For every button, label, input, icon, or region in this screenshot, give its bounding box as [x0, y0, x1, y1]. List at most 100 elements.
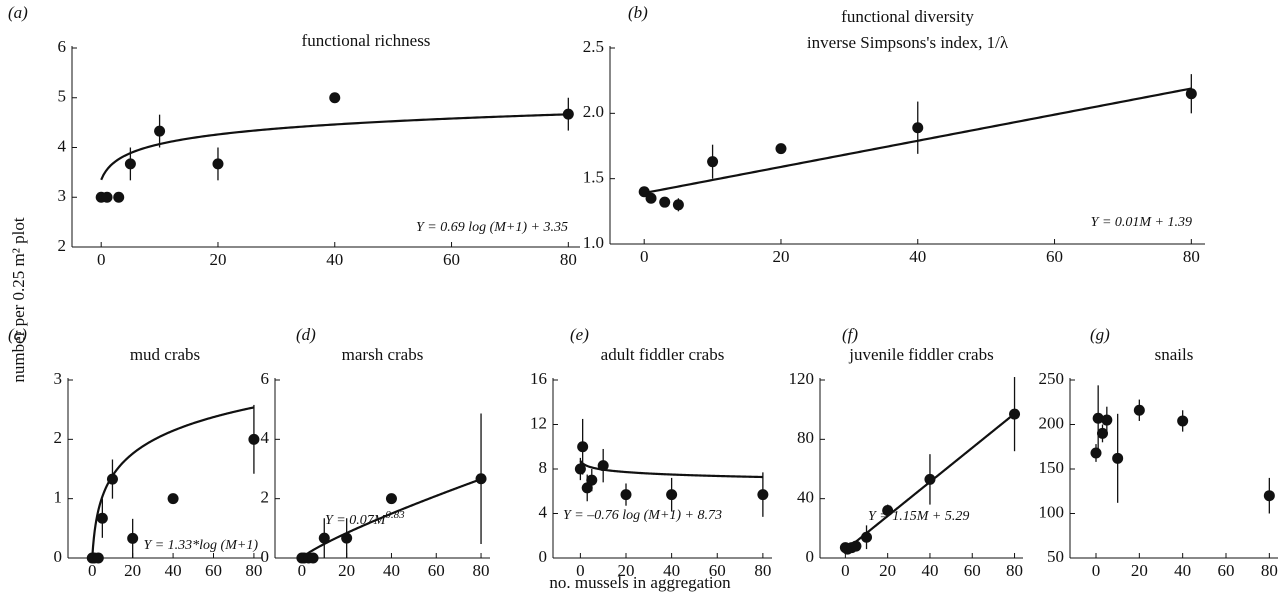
y-tick-label: 40 — [797, 488, 814, 507]
x-tick-label: 40 — [663, 561, 680, 580]
x-tick-label: 80 — [1006, 561, 1023, 580]
x-tick-label: 80 — [1183, 247, 1200, 266]
chart-title: juvenile fiddler crabs — [848, 345, 993, 364]
data-point — [248, 433, 260, 445]
y-tick-label: 4 — [58, 136, 67, 155]
chart-title: snails — [1155, 345, 1194, 364]
data-point — [620, 489, 632, 501]
y-tick-label: 2 — [54, 428, 63, 447]
fit-curve — [100, 113, 569, 181]
data-point — [341, 532, 353, 544]
x-tick-label: 0 — [640, 247, 649, 266]
equation-text: Y = 0.69 log (M+1) + 3.35 — [416, 220, 568, 235]
panel-label: (d) — [296, 325, 316, 344]
x-tick-label: 40 — [165, 561, 182, 580]
chart-title: functional diversity — [841, 7, 974, 26]
data-point — [924, 473, 936, 485]
x-tick-label: 80 — [473, 561, 490, 580]
y-tick-label: 100 — [1039, 502, 1065, 521]
y-tick-label: 2.0 — [583, 102, 604, 121]
data-point — [645, 192, 657, 204]
data-point — [666, 489, 678, 501]
y-tick-label: 0 — [539, 547, 548, 566]
data-point — [154, 125, 166, 137]
data-point — [307, 552, 319, 564]
y-tick-label: 0 — [261, 547, 270, 566]
x-tick-label: 20 — [618, 561, 635, 580]
data-point — [1090, 447, 1102, 459]
data-point — [385, 493, 397, 505]
equation-text: Y = 1.15M + 5.29 — [868, 509, 969, 524]
x-tick-label: 0 — [1092, 561, 1101, 580]
panel-label: (b) — [628, 3, 648, 22]
y-tick-label: 3 — [58, 186, 67, 205]
data-point — [96, 512, 108, 524]
x-axis-label: no. mussels in aggregation — [549, 573, 731, 592]
data-point — [775, 143, 787, 155]
data-point — [106, 473, 118, 485]
fit-equation: Y = 1.33*log (M+1) — [143, 538, 258, 553]
equation-text: Y = 0.07M — [325, 513, 387, 528]
chart-title: mud crabs — [130, 345, 200, 364]
y-tick-label: 4 — [539, 502, 548, 521]
fit-equation: Y = 0.01M + 1.39 — [1091, 215, 1192, 230]
data-point — [318, 532, 330, 544]
data-point — [882, 505, 894, 517]
x-tick-label: 80 — [560, 250, 577, 269]
x-tick-label: 20 — [124, 561, 141, 580]
x-tick-label: 60 — [964, 561, 981, 580]
data-point — [1092, 412, 1104, 424]
data-point — [127, 532, 139, 544]
data-point — [92, 552, 104, 564]
panel-label: (f) — [842, 325, 858, 344]
data-point — [577, 441, 589, 453]
data-point — [1097, 427, 1108, 439]
data-point — [707, 156, 719, 168]
x-tick-label: 40 — [326, 250, 343, 269]
y-tick-label: 8 — [539, 458, 548, 477]
fit-equation: Y = 0.07M0.83 — [325, 509, 405, 529]
x-tick-label: 20 — [209, 250, 226, 269]
data-point — [1133, 404, 1145, 416]
x-tick-label: 20 — [338, 561, 355, 580]
x-tick-label: 60 — [1046, 247, 1063, 266]
fit-equation: Y = 1.15M + 5.29 — [868, 509, 969, 524]
x-tick-label: 0 — [298, 561, 307, 580]
data-point — [167, 493, 179, 505]
data-point — [562, 108, 574, 120]
panel-label: (e) — [570, 325, 589, 344]
x-tick-label: 80 — [754, 561, 771, 580]
data-point — [329, 92, 341, 104]
chart-title: marsh crabs — [342, 345, 424, 364]
fit-curve — [301, 478, 482, 559]
x-tick-label: 60 — [205, 561, 222, 580]
data-point — [638, 186, 650, 198]
x-tick-label: 0 — [97, 250, 106, 269]
data-point — [597, 460, 609, 472]
x-tick-label: 60 — [428, 561, 445, 580]
x-tick-label: 40 — [921, 561, 938, 580]
x-tick-label: 20 — [879, 561, 896, 580]
y-tick-label: 150 — [1039, 458, 1065, 477]
y-tick-label: 6 — [261, 369, 270, 388]
y-tick-label: 80 — [797, 428, 814, 447]
y-tick-label: 200 — [1039, 413, 1065, 432]
data-point — [475, 473, 487, 485]
x-tick-label: 40 — [909, 247, 926, 266]
y-tick-label: 0 — [806, 547, 815, 566]
y-tick-label: 2 — [261, 488, 270, 507]
panel-label: (a) — [8, 3, 28, 22]
data-point — [912, 122, 924, 134]
y-tick-label: 120 — [789, 369, 815, 388]
data-point — [113, 191, 125, 203]
x-tick-label: 0 — [576, 561, 585, 580]
x-tick-label: 40 — [1174, 561, 1191, 580]
equation-text: Y = –0.76 log (M+1) + 8.73 — [563, 508, 722, 523]
x-tick-label: 60 — [443, 250, 460, 269]
y-tick-label: 1.0 — [583, 233, 604, 252]
y-tick-label: 250 — [1039, 369, 1065, 388]
chart-title: functional richness — [302, 31, 431, 50]
y-tick-label: 2 — [58, 236, 67, 255]
data-point — [850, 540, 862, 552]
